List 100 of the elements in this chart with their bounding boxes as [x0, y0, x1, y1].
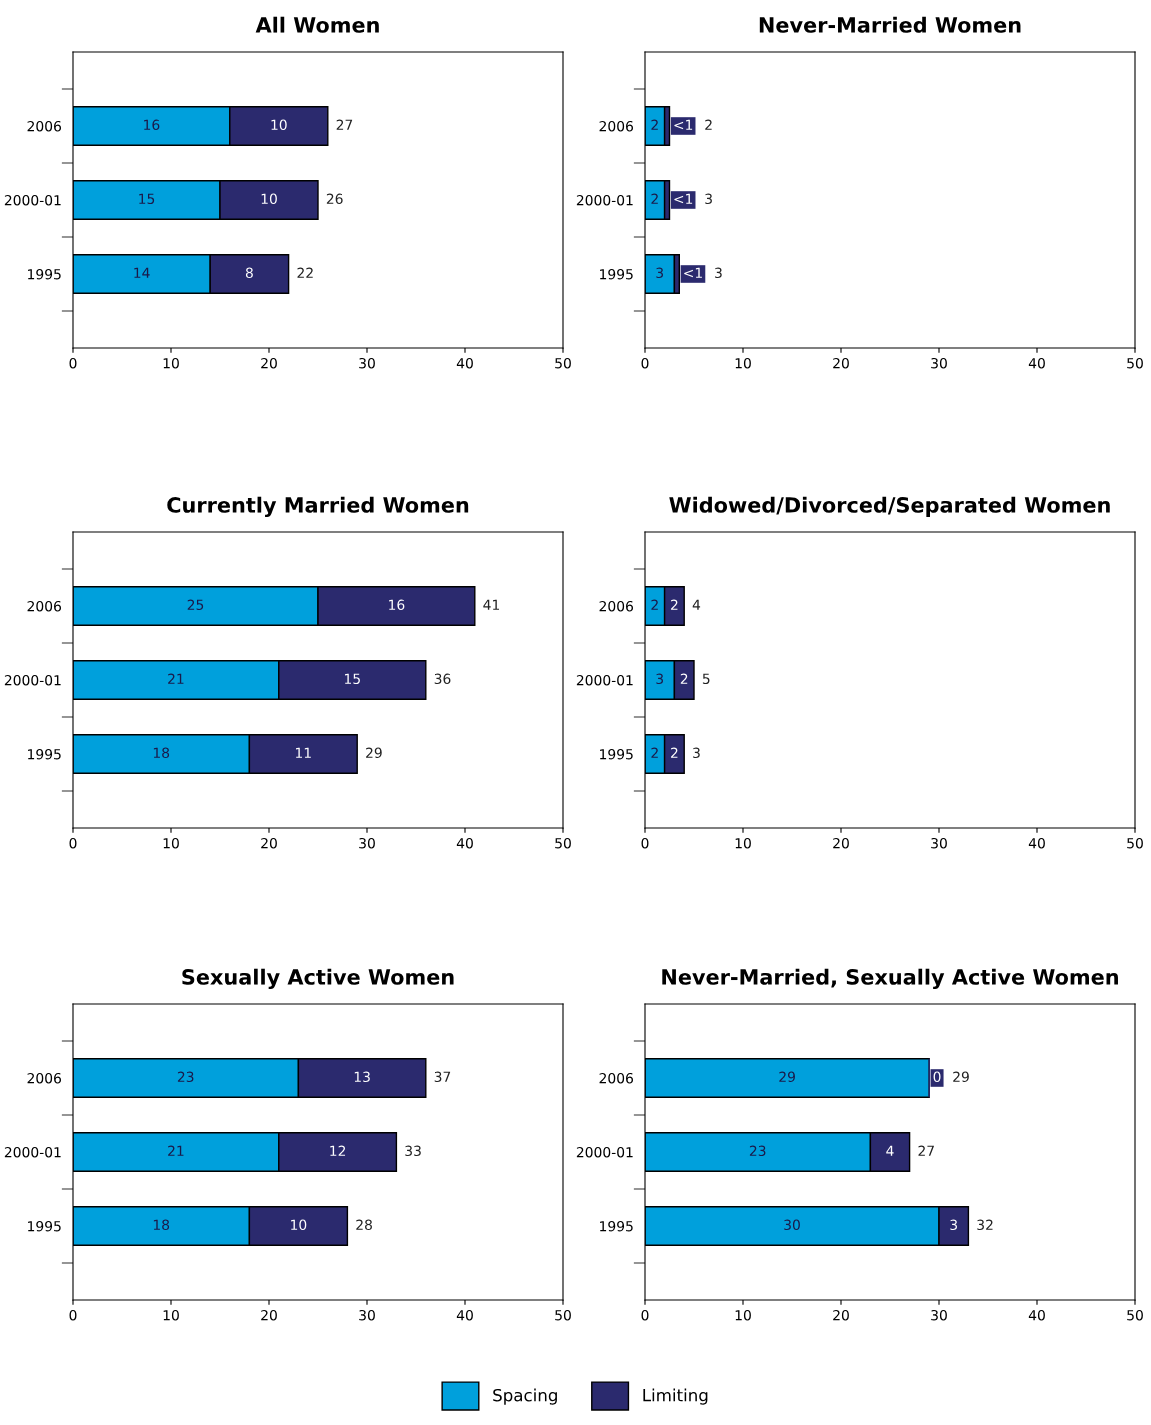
total-label: 29 — [953, 1071, 969, 1083]
x-tick-label: 40 — [456, 1309, 473, 1321]
data-label: 3 — [950, 1219, 958, 1231]
data-label: 10 — [291, 1219, 307, 1231]
total-label: 3 — [705, 193, 712, 205]
x-tick-label: 20 — [261, 1309, 277, 1321]
x-tick-label: 20 — [261, 837, 277, 849]
data-label: 3 — [656, 673, 664, 685]
chart-title: Currently Married Women — [167, 496, 469, 518]
x-tick-label: 20 — [261, 357, 277, 369]
total-label: 41 — [483, 599, 500, 610]
y-tick-label: 1995 — [28, 1220, 61, 1232]
x-tick-label: 10 — [735, 837, 751, 849]
data-label: 29 — [779, 1071, 795, 1083]
x-tick-label: 30 — [359, 1309, 375, 1321]
x-tick-label: 50 — [1127, 1309, 1143, 1321]
total-label: 22 — [297, 267, 313, 278]
data-label: <1 — [674, 193, 693, 204]
y-tick-label: 2000-01 — [576, 1146, 633, 1158]
data-label: <1 — [684, 267, 702, 278]
y-tick-label: 2006 — [27, 120, 62, 132]
data-label: 8 — [245, 267, 253, 279]
data-label: 2 — [671, 747, 678, 758]
x-tick-label: 40 — [1028, 1309, 1045, 1321]
data-label: 14 — [134, 267, 150, 278]
y-tick-label: 2006 — [599, 600, 634, 612]
data-label: 2 — [651, 599, 658, 610]
data-label: <1 — [674, 119, 693, 130]
total-label: 4 — [692, 599, 701, 610]
y-tick-label: 1995 — [600, 748, 633, 760]
y-tick-label: 2000-01 — [4, 1146, 61, 1158]
y-tick-label: 1995 — [28, 748, 61, 760]
x-tick-label: 50 — [555, 837, 571, 849]
x-tick-label: 10 — [163, 357, 179, 369]
total-label: 27 — [336, 119, 353, 130]
x-tick-label: 20 — [833, 1309, 849, 1321]
data-label: 4 — [886, 1145, 894, 1156]
data-label: 2 — [671, 599, 678, 610]
data-label: 2 — [651, 193, 658, 204]
total-label: 32 — [977, 1219, 993, 1231]
data-label: 30 — [784, 1219, 800, 1231]
x-tick-label: 50 — [1127, 837, 1143, 849]
x-tick-label: 10 — [163, 837, 179, 849]
total-label: 26 — [326, 193, 343, 205]
data-label: 23 — [749, 1145, 766, 1157]
y-tick-label: 2006 — [599, 120, 634, 132]
y-tick-label: 2000-01 — [4, 674, 61, 686]
y-tick-label: 2006 — [599, 1072, 634, 1084]
data-label: 21 — [168, 673, 184, 684]
total-label: 3 — [693, 747, 700, 759]
data-label: 15 — [344, 673, 360, 685]
data-label: 10 — [271, 119, 287, 131]
data-label: 16 — [144, 119, 160, 131]
data-label: 2 — [651, 747, 658, 758]
data-label: 23 — [177, 1071, 194, 1083]
y-tick-label: 2000-01 — [576, 194, 633, 206]
total-label: 33 — [405, 1145, 421, 1157]
x-tick-label: 0 — [69, 1309, 77, 1321]
x-tick-label: 10 — [735, 357, 751, 369]
total-label: 29 — [366, 747, 382, 759]
x-tick-label: 0 — [641, 1309, 649, 1321]
total-label: 36 — [434, 673, 451, 685]
data-label: 0 — [933, 1071, 941, 1083]
x-tick-label: 0 — [641, 357, 649, 369]
y-tick-label: 1995 — [28, 268, 61, 280]
total-label: 2 — [705, 119, 712, 130]
data-label: 11 — [295, 747, 311, 758]
data-label: 13 — [354, 1071, 370, 1083]
x-tick-label: 40 — [1028, 837, 1045, 849]
legend-label: Spacing — [493, 1388, 557, 1405]
x-tick-label: 50 — [555, 357, 571, 369]
x-tick-label: 0 — [69, 357, 77, 369]
y-tick-label: 2000-01 — [4, 194, 61, 206]
y-tick-label: 2006 — [27, 600, 62, 612]
x-tick-label: 10 — [735, 1309, 751, 1321]
data-label: 16 — [389, 599, 405, 611]
total-label: 28 — [356, 1219, 372, 1231]
data-label: 15 — [139, 193, 155, 205]
chart-title: All Women — [255, 16, 379, 33]
x-tick-label: 30 — [931, 1309, 947, 1321]
x-tick-label: 30 — [359, 357, 375, 369]
x-tick-label: 40 — [456, 357, 473, 369]
data-label: 18 — [153, 747, 170, 759]
total-label: 27 — [918, 1145, 934, 1156]
data-label: 18 — [153, 1219, 170, 1231]
x-tick-label: 50 — [555, 1309, 571, 1321]
data-label: 12 — [330, 1145, 346, 1156]
legend-label: Limiting — [643, 1388, 708, 1405]
data-label: 25 — [187, 599, 204, 611]
data-label: 21 — [168, 1145, 184, 1156]
x-tick-label: 30 — [359, 837, 375, 849]
chart-title: Never-Married Women — [759, 16, 1021, 33]
total-label: 37 — [434, 1071, 451, 1083]
chart-title: Never-Married, Sexually Active Women — [662, 968, 1118, 990]
y-tick-label: 1995 — [600, 1220, 633, 1232]
x-tick-label: 30 — [931, 357, 947, 369]
chart-title: Widowed/Divorced/Separated Women — [669, 496, 1110, 517]
data-label: 2 — [651, 119, 658, 130]
x-tick-label: 50 — [1127, 357, 1143, 369]
y-tick-label: 2006 — [27, 1072, 62, 1084]
